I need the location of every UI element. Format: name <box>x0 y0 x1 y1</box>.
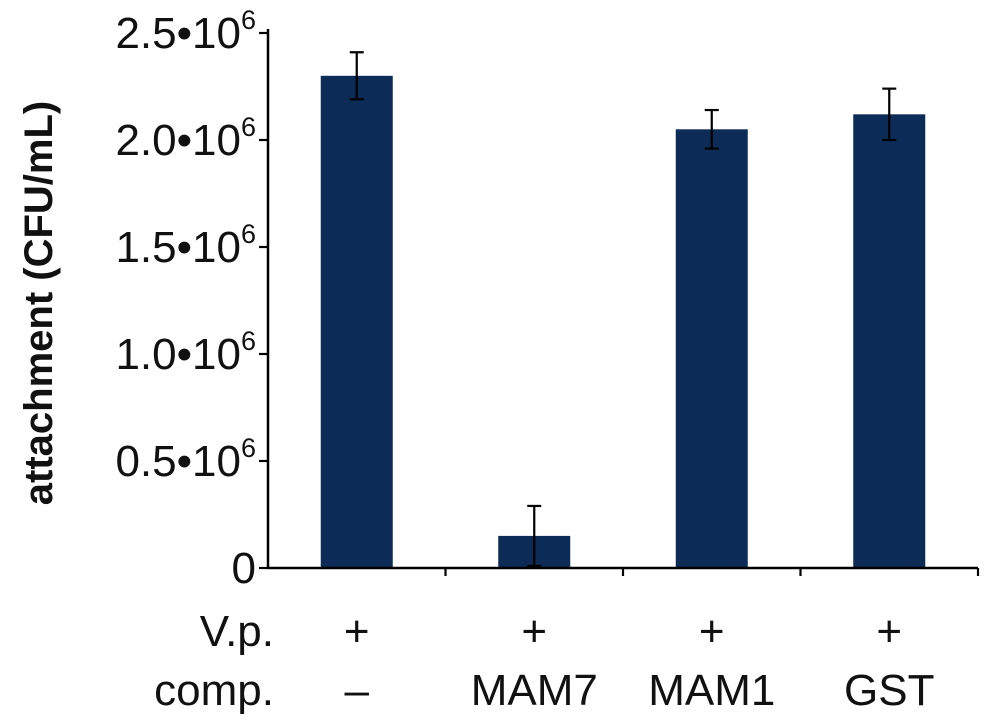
y-tick-label-3: 1.5•106 <box>115 219 256 272</box>
y-tick-exponent-2: 6 <box>241 326 256 356</box>
y-tick-label-2: 1.0•106 <box>115 326 256 379</box>
y-tick-exponent-3: 6 <box>241 219 256 249</box>
bar-0 <box>320 75 393 569</box>
category-comp-label-0: – <box>345 666 370 715</box>
category-vp-label-0: + <box>344 607 370 656</box>
row-label-comp: comp. <box>154 666 274 715</box>
y-tick-exponent-4: 6 <box>241 112 256 142</box>
y-tick-exponent-1: 6 <box>241 433 256 463</box>
bar-3 <box>853 114 926 568</box>
y-tick-label-5: 2.5•106 <box>115 5 256 58</box>
category-comp-label-2: MAM1 <box>648 666 775 715</box>
y-tick-label-1: 0.5•106 <box>115 433 256 486</box>
category-vp-label-3: + <box>876 607 902 656</box>
category-vp-label-1: + <box>521 607 547 656</box>
category-comp-label-1: MAM7 <box>471 666 598 715</box>
y-tick-label-4: 2.0•106 <box>115 112 256 165</box>
y-tick-exponent-5: 6 <box>241 5 256 35</box>
category-vp-label-2: + <box>699 607 725 656</box>
bar-2 <box>675 129 748 569</box>
y-axis-label: attachment (CFU/mL) <box>17 101 61 505</box>
y-tick-label-0: 0 <box>232 544 256 593</box>
row-label-vp: V.p. <box>200 607 274 656</box>
category-comp-label-3: GST <box>844 666 934 715</box>
